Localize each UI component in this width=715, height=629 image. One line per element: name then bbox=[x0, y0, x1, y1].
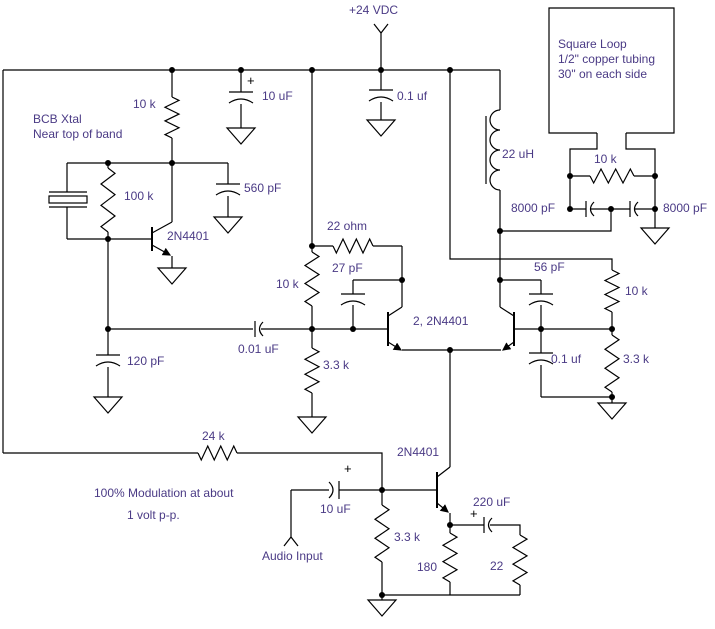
transistor-q-mod bbox=[436, 466, 451, 525]
supply-connector-icon bbox=[373, 23, 389, 34]
ground-symbol bbox=[212, 216, 244, 234]
label-r-loop-damp: 10 k bbox=[594, 152, 617, 166]
label-q-pair: 2, 2N4401 bbox=[413, 314, 469, 328]
ground-symbol bbox=[92, 396, 124, 414]
resistor-24k bbox=[197, 444, 238, 462]
crystal-icon bbox=[48, 195, 88, 204]
resistor-22ohm bbox=[332, 237, 374, 255]
ground-symbol bbox=[296, 416, 328, 434]
ground-symbol bbox=[596, 402, 628, 420]
label-c-bypass-01uF: 0.1 uf bbox=[397, 89, 428, 103]
label-c-base-right: 0.1 uf bbox=[551, 352, 582, 366]
resistor-3_3k-right bbox=[603, 334, 621, 393]
label-c-audio: 10 uF bbox=[320, 502, 351, 516]
label-supply: +24 VDC bbox=[349, 3, 399, 17]
power-section bbox=[2, 23, 613, 453]
label-antenna-note: Square Loop 1/2" copper tubing 30" on ea… bbox=[558, 37, 655, 81]
inductor-22uH-icon bbox=[489, 109, 501, 191]
transistor-q-pair-right bbox=[499, 280, 515, 351]
label-r-bias-left: 10 k bbox=[276, 277, 299, 291]
polarity-plus-emitter: + bbox=[470, 506, 478, 521]
capacitor-0_01uF bbox=[254, 321, 264, 337]
label-r-mod-emitter: 180 bbox=[417, 560, 438, 574]
resistor-10k-bias-left bbox=[303, 251, 321, 307]
resistor-180 bbox=[441, 532, 459, 583]
label-c-mod-bypass: 220 uF bbox=[473, 495, 511, 509]
label-c-osc-collector: 560 pF bbox=[244, 181, 282, 195]
driver-section bbox=[296, 70, 628, 467]
polarity-plus-audio: + bbox=[344, 461, 352, 476]
label-xtal-note: BCB Xtal Near top of band bbox=[33, 112, 123, 141]
label-c-loop-right: 8000 pF bbox=[663, 201, 708, 215]
ground-symbol bbox=[639, 227, 671, 245]
ground-symbol bbox=[366, 599, 398, 617]
ground-symbol bbox=[225, 127, 257, 145]
label-r-osc-feedback: 100 k bbox=[124, 189, 154, 203]
label-c-osc-out: 120 pF bbox=[127, 354, 165, 368]
label-mod-note-2: 1 volt p-p. bbox=[127, 508, 180, 522]
label-q-mod: 2N4401 bbox=[397, 445, 440, 459]
label-r-osc-collector: 10 k bbox=[133, 97, 156, 111]
polarity-plus-bypass: + bbox=[247, 73, 255, 88]
label-mod-note-1: 100% Modulation at about bbox=[94, 486, 234, 500]
resistor-22 bbox=[511, 534, 529, 586]
audio-connector-icon bbox=[283, 536, 299, 547]
label-r-base-right: 3.3 k bbox=[623, 352, 650, 366]
resistor-3_3k-mod bbox=[373, 504, 391, 563]
label-r-mod-22: 22 bbox=[490, 559, 504, 573]
resistor-100k bbox=[100, 167, 116, 233]
resistor-10k-loop bbox=[589, 167, 635, 185]
resistor-3_3k-left bbox=[303, 347, 321, 394]
oscillator-section bbox=[48, 162, 388, 414]
transistor-q-pair-left bbox=[387, 306, 403, 351]
junction-dots bbox=[105, 67, 658, 598]
label-r-base-left: 3.3 k bbox=[323, 358, 350, 372]
label-audio-input: Audio Input bbox=[262, 549, 323, 563]
label-r-mod-bias: 24 k bbox=[202, 429, 225, 443]
label-r-bias-right: 10 k bbox=[625, 284, 648, 298]
label-r-mod-base: 3.3 k bbox=[394, 530, 421, 544]
label-c-fb-left: 27 pF bbox=[332, 261, 363, 275]
label-c-coupling: 0.01 uF bbox=[238, 342, 279, 356]
resistor-10k-osc bbox=[163, 96, 181, 139]
transistor-q-osc bbox=[151, 163, 173, 268]
modulator-section bbox=[3, 444, 529, 617]
ground-symbol bbox=[156, 267, 188, 285]
label-c-bypass-10uF: 10 uF bbox=[262, 89, 293, 103]
label-c-fb-right: 56 pF bbox=[534, 260, 565, 274]
label-r-driver-collector: 22 ohm bbox=[327, 219, 368, 233]
ground-symbol bbox=[365, 119, 397, 137]
label-q-osc: 2N4401 bbox=[167, 229, 210, 243]
loop-antenna-box bbox=[548, 7, 675, 134]
label-c-loop-left: 8000 pF bbox=[511, 201, 556, 215]
label-l-choke: 22 uH bbox=[502, 147, 535, 161]
resistor-10k-bias-right bbox=[603, 269, 621, 313]
